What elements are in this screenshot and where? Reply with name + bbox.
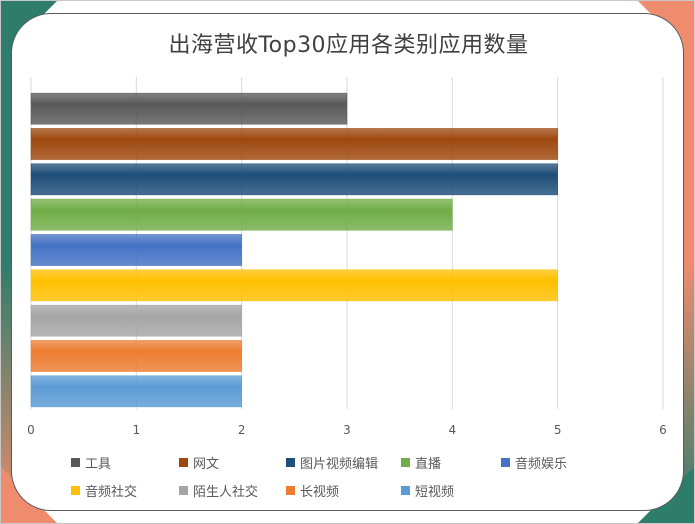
legend-label: 音频娱乐 [515,457,568,472]
x-tick-label: 5 [554,423,562,437]
chart-title: 出海营收Top30应用各类别应用数量 [168,33,529,58]
legend-row: 工具 网文 图片视频编辑 直播 音频娱乐 [71,453,651,481]
legend-item: 陌生人社交 [179,481,258,500]
legend-item: 图片视频编辑 [286,453,378,472]
legend-swatch [179,486,188,495]
legend-label: 短视频 [415,485,455,500]
bar-图片视频编辑 [30,163,558,196]
legend-label: 直播 [415,457,442,472]
bar-网文 [30,128,558,160]
legend-item: 音频娱乐 [501,453,567,472]
x-tick-label: 2 [238,423,246,437]
legend-label: 网文 [193,457,220,472]
legend-item: 长视频 [286,481,339,500]
bar-音频娱乐 [30,234,242,266]
legend-swatch [401,486,410,495]
legend-label: 长视频 [300,485,340,500]
x-tick-label: 1 [133,423,141,437]
frame-left-band [1,1,13,523]
chart-legend: 工具 网文 图片视频编辑 直播 音频娱乐 音频社交 陌生人社交 长视频 短视频 [71,453,651,509]
x-tick-label: 0 [27,423,35,437]
bar-音频社交 [30,269,558,302]
legend-row: 音频社交 陌生人社交 长视频 短视频 [71,481,651,509]
bar-直播 [30,198,453,231]
legend-label: 工具 [85,457,112,472]
legend-swatch [179,458,188,467]
legend-item: 音频社交 [71,481,137,500]
legend-label: 音频社交 [85,485,138,500]
legend-swatch [401,458,410,467]
legend-item: 短视频 [401,481,454,500]
bar-短视频 [30,375,242,408]
legend-swatch [286,458,295,467]
bar-长视频 [30,340,242,372]
legend-swatch [71,458,80,467]
x-tick-label: 6 [659,423,667,437]
bar-工具 [30,92,348,125]
frame-right-band [682,1,694,523]
legend-swatch [71,486,80,495]
legend-label: 陌生人社交 [193,485,259,500]
bar-陌生人社交 [30,304,242,337]
legend-label: 图片视频编辑 [300,457,379,472]
x-tick-label: 4 [449,423,457,437]
legend-item: 工具 [71,453,111,472]
legend-item: 网文 [179,453,219,472]
legend-swatch [286,486,295,495]
x-tick-label: 3 [343,423,351,437]
legend-item: 直播 [401,453,441,472]
legend-swatch [501,458,510,467]
